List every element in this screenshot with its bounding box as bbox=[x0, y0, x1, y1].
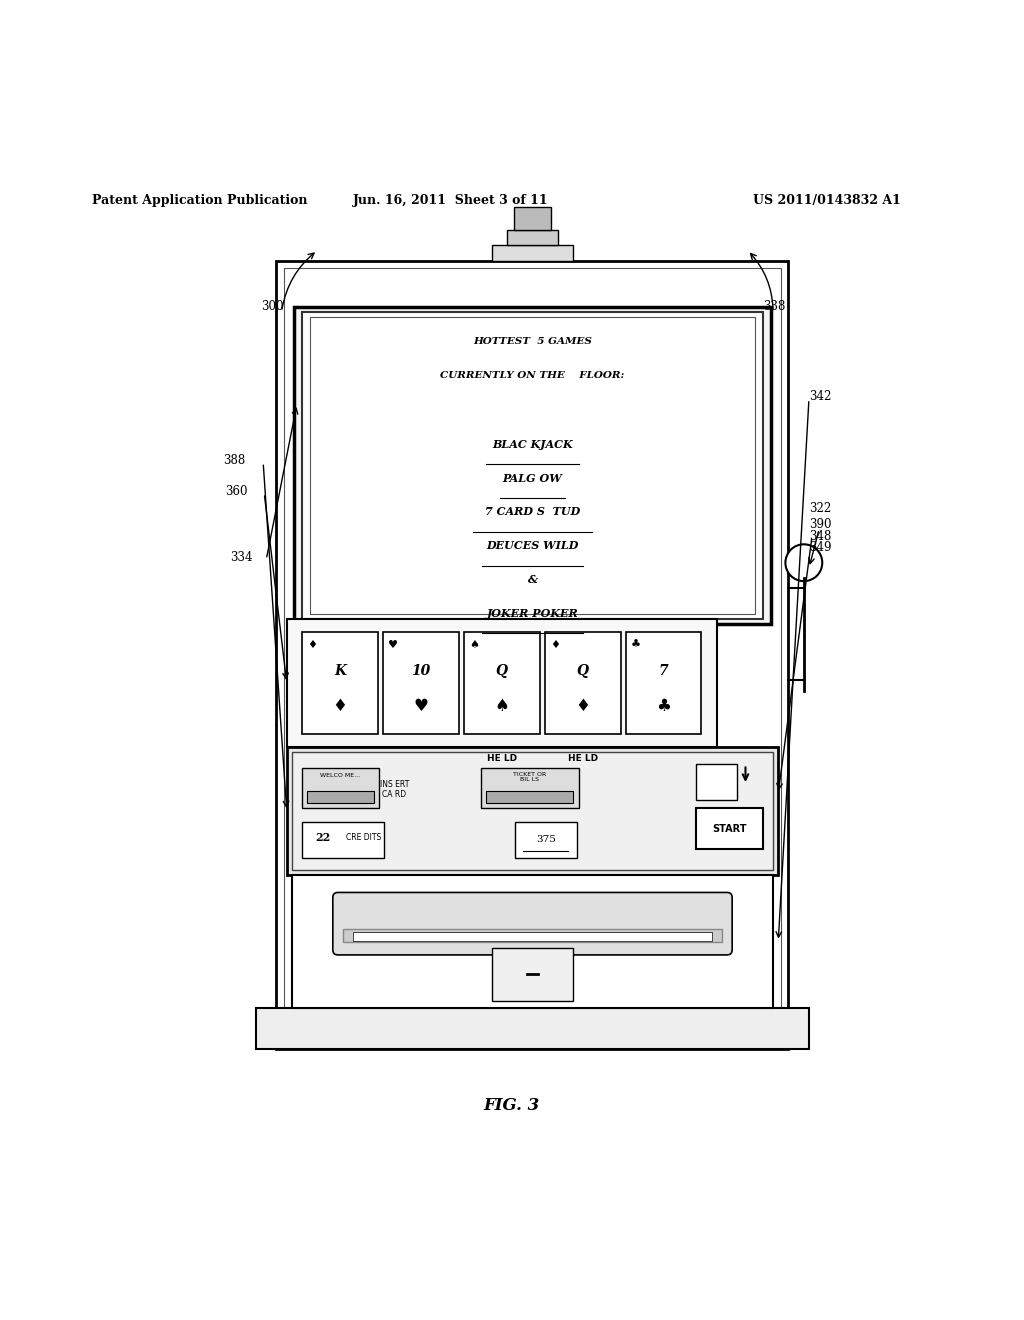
Text: ♣: ♣ bbox=[631, 640, 641, 649]
Bar bbox=[696, 808, 763, 850]
Text: 10: 10 bbox=[412, 664, 430, 677]
Text: TICKET OR
BIL LS: TICKET OR BIL LS bbox=[513, 772, 547, 783]
Text: ♥: ♥ bbox=[414, 697, 428, 714]
Bar bbox=[626, 632, 701, 734]
Text: 338: 338 bbox=[763, 300, 785, 313]
Text: 7: 7 bbox=[658, 664, 669, 677]
Text: 390: 390 bbox=[809, 519, 831, 532]
Text: 22: 22 bbox=[315, 832, 330, 842]
Text: ♥: ♥ bbox=[388, 640, 398, 649]
Text: ♦: ♦ bbox=[307, 640, 317, 649]
Bar bbox=[492, 246, 573, 260]
Bar bbox=[287, 747, 778, 875]
Bar bbox=[302, 767, 379, 808]
Text: 349: 349 bbox=[809, 541, 831, 554]
Text: FIG. 3: FIG. 3 bbox=[484, 1097, 540, 1114]
FancyBboxPatch shape bbox=[333, 892, 732, 954]
Text: ♦: ♦ bbox=[575, 697, 590, 714]
Text: ♣: ♣ bbox=[656, 697, 671, 714]
Text: 322: 322 bbox=[809, 502, 831, 515]
Text: 348: 348 bbox=[809, 529, 831, 543]
Text: 7 CARD S  TUD: 7 CARD S TUD bbox=[484, 507, 581, 517]
Text: Q: Q bbox=[577, 664, 589, 677]
Text: 342: 342 bbox=[809, 391, 831, 404]
Text: &: & bbox=[527, 574, 538, 585]
Text: CURRENTLY ON THE    FLOOR:: CURRENTLY ON THE FLOOR: bbox=[440, 371, 625, 380]
Text: 360: 360 bbox=[225, 484, 248, 498]
Text: ♦: ♦ bbox=[550, 640, 560, 649]
Text: 375: 375 bbox=[536, 834, 556, 843]
Bar bbox=[310, 317, 755, 614]
Bar bbox=[383, 632, 459, 734]
Bar bbox=[287, 619, 717, 747]
Text: 300: 300 bbox=[261, 300, 284, 313]
Bar bbox=[696, 764, 737, 800]
Bar bbox=[492, 948, 573, 1001]
Bar bbox=[343, 929, 722, 941]
Text: BLAC KJACK: BLAC KJACK bbox=[493, 438, 572, 450]
Text: 388: 388 bbox=[223, 454, 246, 467]
Text: K: K bbox=[334, 664, 346, 677]
Bar bbox=[307, 791, 374, 804]
Text: CRE DITS: CRE DITS bbox=[346, 833, 381, 842]
Bar bbox=[486, 791, 573, 804]
Text: JOKER POKER: JOKER POKER bbox=[486, 607, 579, 619]
Text: HE LD: HE LD bbox=[567, 754, 598, 763]
Text: ♠: ♠ bbox=[469, 640, 479, 649]
Text: Patent Application Publication: Patent Application Publication bbox=[92, 194, 307, 207]
Bar bbox=[515, 822, 577, 858]
Bar bbox=[292, 752, 773, 870]
Bar bbox=[464, 632, 540, 734]
Bar bbox=[481, 767, 579, 808]
Bar bbox=[302, 822, 384, 858]
Bar bbox=[302, 632, 378, 734]
Text: PALG OW: PALG OW bbox=[503, 473, 562, 483]
Bar bbox=[302, 312, 763, 619]
Text: START: START bbox=[713, 824, 746, 834]
Circle shape bbox=[785, 544, 822, 581]
Text: 334: 334 bbox=[230, 552, 253, 564]
Text: Jun. 16, 2011  Sheet 3 of 11: Jun. 16, 2011 Sheet 3 of 11 bbox=[352, 194, 549, 207]
Text: INS ERT
CA RD: INS ERT CA RD bbox=[380, 780, 409, 799]
Bar bbox=[256, 1008, 809, 1049]
Bar bbox=[514, 207, 551, 230]
Text: US 2011/0143832 A1: US 2011/0143832 A1 bbox=[754, 194, 901, 207]
Bar bbox=[294, 306, 771, 624]
Text: HE LD: HE LD bbox=[486, 754, 517, 763]
Bar bbox=[545, 632, 621, 734]
Text: ♦: ♦ bbox=[333, 697, 347, 714]
Bar bbox=[276, 260, 788, 1049]
Bar bbox=[292, 875, 773, 1008]
Text: DEUCES WILD: DEUCES WILD bbox=[486, 540, 579, 552]
Bar bbox=[284, 268, 781, 1041]
Bar bbox=[353, 932, 712, 941]
Text: Q: Q bbox=[496, 664, 508, 677]
Bar bbox=[507, 230, 558, 246]
Text: WELCO ME...: WELCO ME... bbox=[321, 772, 360, 777]
Text: HOTTEST  5 GAMES: HOTTEST 5 GAMES bbox=[473, 338, 592, 346]
Text: ♠: ♠ bbox=[495, 697, 509, 714]
